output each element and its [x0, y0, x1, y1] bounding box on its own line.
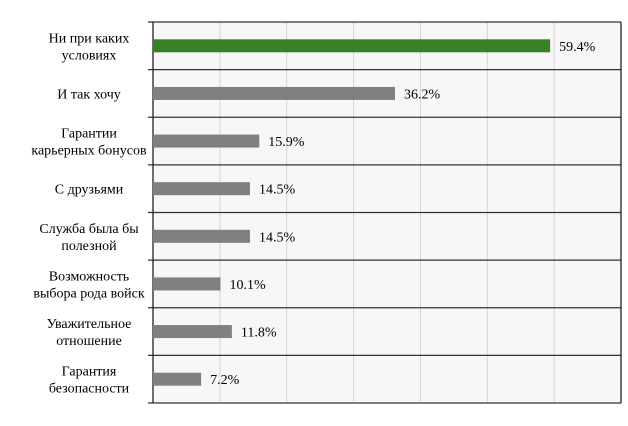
data-label: 59.4% [559, 40, 596, 55]
data-label: 14.5% [259, 183, 296, 198]
data-label: 15.9% [268, 135, 305, 150]
category-label: И так хочу [57, 87, 121, 102]
data-label: 7.2% [210, 373, 240, 388]
data-label: 10.1% [230, 278, 266, 293]
bar [153, 325, 232, 339]
category-label: С друзьями [55, 183, 124, 198]
bar [153, 39, 551, 53]
bar [153, 277, 221, 291]
data-label: 36.2% [404, 87, 441, 102]
category-label: Гарантия безопасности [49, 365, 130, 397]
bar [153, 372, 202, 386]
data-label: 11.8% [241, 326, 277, 341]
category-label: Возможность выбора рода войск [33, 269, 145, 301]
data-label: 14.5% [259, 230, 296, 245]
category-label: Гарантии карьерных бонусов [31, 127, 147, 159]
category-label: Уважительное отношение [47, 317, 132, 349]
bar [153, 86, 396, 100]
category-label: Служба была бы полезной [39, 222, 139, 254]
bar [153, 182, 250, 196]
bar [153, 229, 250, 243]
category-label: Ни при каких условиях [49, 31, 130, 63]
bar [153, 134, 260, 148]
